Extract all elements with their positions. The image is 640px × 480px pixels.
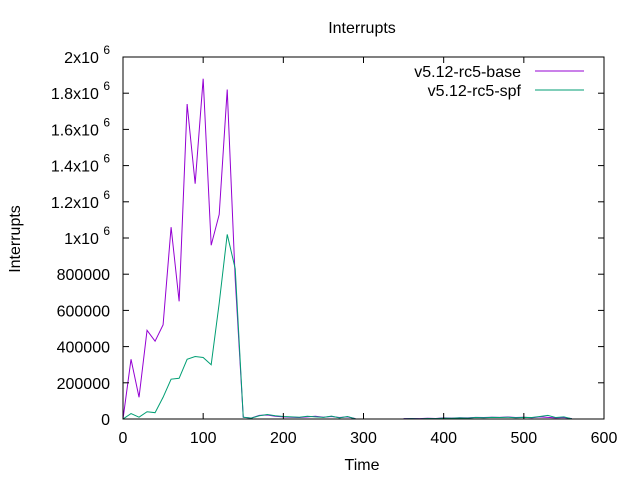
x-tick-label: 600 [591,430,618,447]
plot-frame [122,56,605,420]
y-tick-label: 1.2x10 6 [51,188,110,212]
y-tick-label: 1.4x10 6 [51,152,110,176]
series-line-1 [122,78,572,420]
x-tick-label: 400 [430,430,457,447]
y-tick-label: 400000 [57,340,110,357]
y-tick-label: 1.8x10 6 [51,79,110,103]
y-tick-label: 200000 [57,376,110,393]
x-tick-label: 100 [190,430,217,447]
y-tick-label: 0 [101,412,110,429]
x-tick-label: 200 [270,430,297,447]
series-line-2 [122,234,573,420]
y-tick-label: 800000 [57,267,110,284]
y-axis-label: Interrupts [7,205,24,273]
x-axis-label: Time [345,457,380,474]
plot-area [122,78,573,420]
legend: v5.12-rc5-base v5.12-rc5-spf [414,64,584,100]
x-tick-label: 500 [510,430,537,447]
y-tick-label: 2x10 6 [64,43,110,67]
x-tick-label: 300 [350,430,377,447]
legend-label: v5.12-rc5-spf [428,83,522,100]
y-tick-label: 1.6x10 6 [51,115,110,139]
axes: 0 100 200 300 400 500 600 0 200000 400000 600000 80… [51,43,618,447]
chart-title: Interrupts [328,20,396,37]
y-tick-label: 600000 [57,303,110,320]
x-tick-label: 0 [119,430,128,447]
y-tick-label: 1x10 6 [64,224,110,248]
legend-label: v5.12-rc5-base [414,64,521,81]
